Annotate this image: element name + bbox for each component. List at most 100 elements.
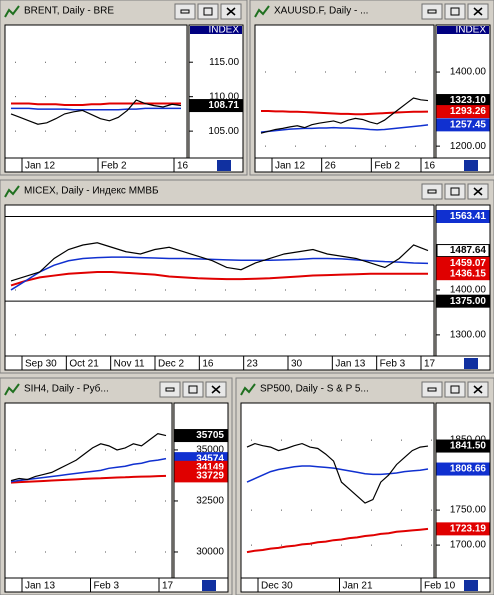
price-tag-label: 1459.07 [450, 258, 487, 269]
price-tag [174, 429, 228, 443]
minimize-icon [427, 387, 437, 392]
date-label: 16 [202, 359, 214, 370]
date-label: Oct 21 [69, 359, 99, 370]
price-tag-label: 1563.41 [450, 211, 487, 222]
price-line [260, 97, 429, 134]
price-tag-label: 1723.19 [450, 524, 487, 535]
window-title: SIH4, Daily - Руб... [24, 383, 109, 395]
restore-icon [203, 7, 213, 16]
price-tag [436, 267, 490, 281]
scroll-button[interactable] [464, 160, 478, 171]
restore-button[interactable] [444, 381, 466, 398]
minimize-icon [427, 9, 437, 14]
date-label: Jan 21 [343, 581, 373, 592]
moving-average [11, 102, 181, 106]
moving-average [11, 107, 181, 111]
price-tag [436, 118, 490, 132]
price-line [10, 432, 167, 482]
chart-icon [4, 383, 20, 396]
tick-label: 110.00 [209, 91, 239, 102]
date-label: Sep 30 [25, 359, 57, 370]
date-label: Feb 2 [101, 161, 127, 172]
axis-header: INDEX [455, 25, 486, 36]
date-label: Feb 2 [374, 161, 400, 172]
price-line [246, 442, 429, 504]
date-axis [4, 157, 244, 173]
price-tag-label: 1257.45 [450, 120, 487, 131]
price-tag-label: 1375.00 [450, 296, 487, 307]
restore-button[interactable] [444, 183, 466, 200]
price-tag-label: 1487.64 [450, 245, 487, 256]
minimize-icon [427, 189, 437, 194]
tick-label: 1200.00 [450, 141, 487, 152]
moving-average [10, 474, 167, 484]
date-label: 30 [291, 359, 303, 370]
title-bar [1, 181, 493, 201]
scroll-button[interactable] [217, 160, 231, 171]
minimize-button[interactable] [421, 381, 443, 398]
date-label: Feb 10 [424, 581, 456, 592]
price-tag [189, 99, 243, 113]
tick-label: 1700.00 [450, 540, 487, 551]
scroll-button[interactable] [202, 580, 216, 591]
tick-label: 1400.00 [450, 67, 487, 78]
plot-area [254, 24, 435, 159]
close-icon [226, 7, 236, 16]
price-tag [436, 294, 490, 308]
price-axis [435, 204, 491, 357]
price-tag [436, 105, 490, 119]
tick-label: 1300.00 [450, 330, 487, 341]
price-tag [436, 439, 490, 453]
restore-icon [188, 385, 198, 394]
date-label: 16 [177, 161, 189, 172]
price-tag-label: 35705 [196, 430, 224, 441]
close-icon [211, 385, 221, 394]
date-label: Jan 13 [25, 581, 55, 592]
price-tag [174, 469, 228, 483]
chart-icon [4, 5, 20, 18]
scroll-button[interactable] [464, 580, 478, 591]
tick-label: 35000 [196, 445, 224, 456]
date-label: Jan 12 [25, 161, 55, 172]
plot-area [4, 24, 188, 159]
price-tag-label: 1323.10 [450, 95, 487, 106]
chart-icon [4, 185, 20, 198]
date-axis [240, 577, 491, 593]
price-tag [436, 244, 490, 258]
price-line [10, 242, 429, 282]
price-tag-label: 1841.50 [450, 441, 487, 452]
minimize-button[interactable] [159, 381, 181, 398]
tick-label: 32500 [196, 496, 224, 507]
window-title: BRENT, Daily - BRE [24, 6, 114, 17]
minimize-button[interactable] [174, 3, 196, 20]
price-tag [436, 522, 490, 536]
minimize-button[interactable] [421, 3, 443, 20]
moving-average [10, 457, 167, 483]
restore-button[interactable] [444, 3, 466, 20]
header-bg [190, 26, 242, 34]
date-label: 16 [424, 161, 436, 172]
date-axis [254, 157, 491, 173]
restore-icon [450, 385, 460, 394]
restore-icon [450, 187, 460, 196]
restore-button[interactable] [182, 381, 204, 398]
date-label: Jan 13 [335, 359, 365, 370]
date-label: Nov 11 [114, 359, 145, 370]
date-label: 23 [247, 359, 259, 370]
minimize-icon [180, 9, 190, 14]
tick-label: 1750.00 [450, 505, 487, 516]
restore-button[interactable] [197, 3, 219, 20]
date-label: Jan 12 [275, 161, 305, 172]
date-axis [4, 577, 229, 593]
scroll-button[interactable] [464, 358, 478, 369]
moving-average [10, 256, 429, 291]
date-label: 17 [424, 359, 436, 370]
minimize-button[interactable] [421, 183, 443, 200]
price-tag [436, 462, 490, 476]
date-label: Dec 2 [158, 359, 185, 370]
date-axis [4, 355, 491, 371]
plot-area [4, 402, 173, 579]
price-axis [435, 402, 491, 579]
